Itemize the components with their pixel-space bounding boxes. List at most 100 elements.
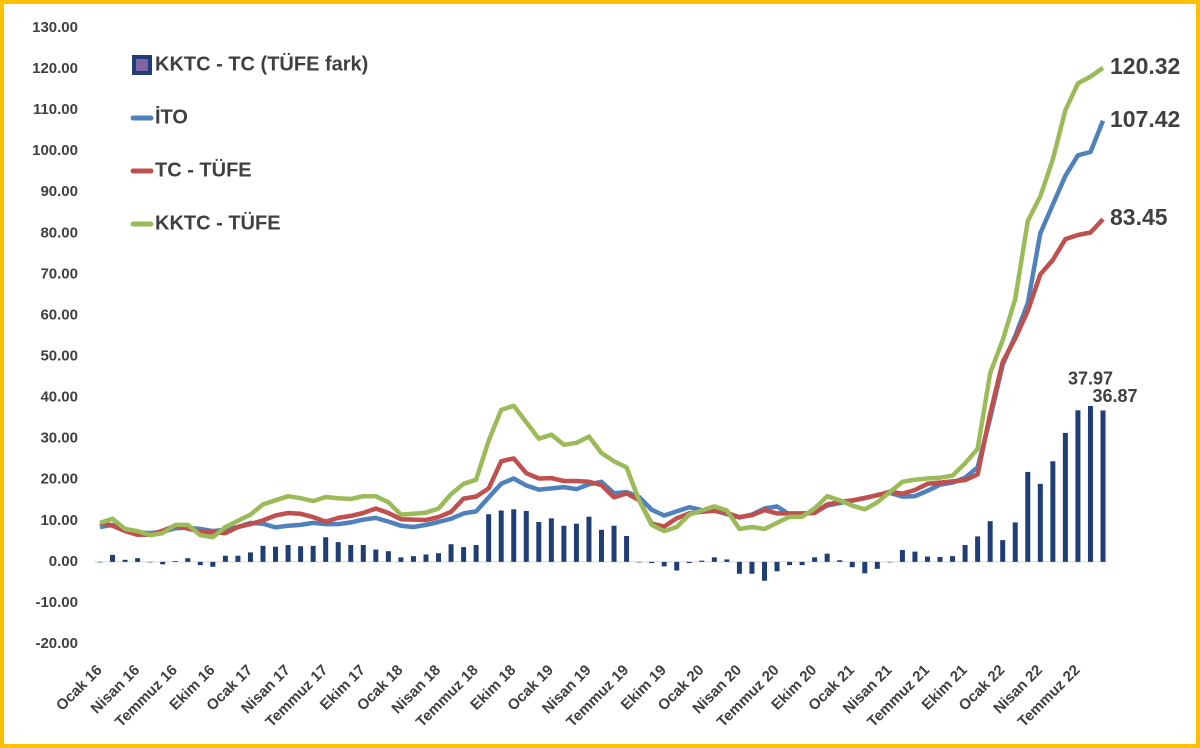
bar (1000, 540, 1006, 562)
y-tick-label: 30.00 (40, 430, 78, 447)
bar (899, 549, 905, 562)
y-tick-label: 130.00 (32, 19, 78, 36)
bar (1012, 522, 1018, 562)
bar (824, 553, 830, 562)
bar (536, 522, 542, 562)
line (99, 65, 1105, 540)
line (99, 119, 1106, 536)
bar (373, 549, 379, 562)
y-tick-label: -10.00 (35, 594, 78, 611)
bar (862, 561, 868, 574)
y-tick-label: 120.00 (32, 60, 78, 77)
bar (599, 529, 604, 562)
bar (699, 560, 705, 562)
y-tick-label: 0.00 (49, 553, 78, 570)
bar (448, 544, 454, 562)
bar (423, 554, 429, 562)
bar (874, 561, 880, 569)
bar (235, 555, 241, 562)
bar (724, 559, 730, 562)
bar (360, 545, 366, 562)
y-tick-label: 110.00 (33, 101, 78, 118)
bar (348, 545, 354, 562)
bar (335, 542, 341, 562)
y-tick-label: 60.00 (40, 306, 78, 323)
bar (285, 545, 291, 562)
y-tick-label: 90.00 (40, 183, 78, 200)
bar (135, 558, 141, 562)
bar (736, 561, 742, 574)
bar (674, 561, 680, 571)
bar (310, 545, 316, 562)
bar (787, 561, 793, 566)
bar (812, 557, 818, 562)
legend-marker (132, 55, 152, 75)
bar (172, 561, 178, 562)
y-tick-label: 100.00 (32, 142, 78, 159)
y-tick-label: -20.00 (35, 635, 78, 652)
bar (586, 516, 592, 562)
bar (849, 561, 855, 568)
bar (661, 561, 667, 567)
bar (97, 561, 103, 563)
bar (912, 551, 918, 562)
bar (1100, 410, 1106, 562)
bar-label: 36.87 (1092, 386, 1137, 406)
bar (436, 553, 442, 562)
bar (122, 559, 128, 562)
bar (247, 552, 253, 562)
y-tick-label: 20.00 (40, 471, 78, 488)
legend-label: KKTC - TÜFE (155, 211, 281, 234)
bar (298, 546, 304, 562)
bar (749, 561, 755, 574)
bar (548, 518, 554, 562)
y-tick-label: 70.00 (40, 265, 78, 282)
line (99, 217, 1105, 538)
bar (649, 561, 655, 564)
y-tick-label: 10.00 (40, 512, 78, 529)
bar (1025, 471, 1031, 562)
bar (937, 556, 943, 562)
bar (636, 561, 642, 563)
bar (686, 561, 692, 564)
bar (987, 521, 993, 562)
bar (1087, 405, 1093, 562)
bar (761, 561, 767, 581)
bar (222, 555, 228, 562)
bar (511, 509, 517, 562)
bar (924, 556, 930, 562)
bar (185, 558, 191, 562)
bar (1050, 461, 1056, 562)
bar (385, 551, 391, 562)
bar (975, 536, 981, 562)
bar (711, 557, 717, 562)
bar (887, 561, 893, 563)
bar (1037, 483, 1043, 562)
bar (210, 561, 216, 567)
end-label: 83.45 (1110, 204, 1168, 230)
bar (323, 537, 329, 562)
bar (523, 510, 529, 562)
bar (461, 547, 467, 562)
legend-label: KKTC - TC (TÜFE fark) (155, 52, 368, 75)
bar (799, 561, 805, 566)
y-tick-label: 40.00 (40, 389, 78, 406)
bar-label: 37.97 (1068, 369, 1113, 389)
bar (962, 545, 968, 562)
end-label: 120.32 (1110, 53, 1180, 79)
legend-label: İTO (155, 105, 188, 128)
bar (1062, 432, 1068, 562)
y-tick-label: 80.00 (40, 224, 78, 241)
bar (260, 545, 266, 562)
bar (398, 557, 404, 562)
bar (273, 546, 279, 562)
bar (160, 561, 166, 565)
bar (110, 554, 116, 562)
bar (837, 560, 843, 562)
bar (473, 545, 479, 562)
bar (498, 510, 504, 562)
bar (486, 514, 492, 562)
bar (573, 523, 579, 562)
bar (197, 561, 203, 566)
